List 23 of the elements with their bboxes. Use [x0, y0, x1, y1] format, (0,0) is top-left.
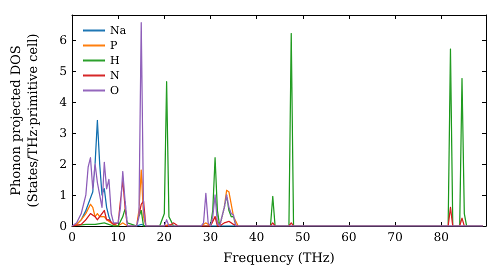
- y-tick-label: 1: [59, 188, 67, 202]
- x-tick-label: 70: [387, 230, 403, 244]
- x-tick-label: 0: [68, 230, 76, 244]
- x-tick-label: 60: [341, 230, 357, 244]
- y-tick-label: 5: [59, 64, 67, 78]
- x-tick-label: 30: [202, 230, 218, 244]
- x-tick-label: 10: [110, 230, 126, 244]
- y-tick-label: 6: [59, 32, 67, 47]
- legend-label: O: [110, 84, 120, 97]
- legend-label: H: [110, 54, 120, 67]
- x-tick-label: 50: [295, 230, 310, 244]
- y-tick-label: 3: [59, 126, 67, 140]
- y-tick-label: 0: [59, 219, 67, 233]
- legend-label: P: [110, 39, 118, 52]
- y-axis-title: Phonon projected DOS (States/THz·primitive cell): [9, 33, 41, 208]
- x-tick-label: 40: [248, 230, 264, 244]
- legend-label: N: [110, 69, 120, 82]
- y-tick-label: 2: [59, 156, 67, 171]
- x-tick-label: 80: [434, 230, 449, 244]
- x-axis-title: Frequency (THz): [223, 251, 335, 266]
- x-tick-label: 20: [156, 230, 172, 244]
- legend-label: Na: [110, 24, 127, 37]
- y-tick-label: 4: [59, 94, 68, 109]
